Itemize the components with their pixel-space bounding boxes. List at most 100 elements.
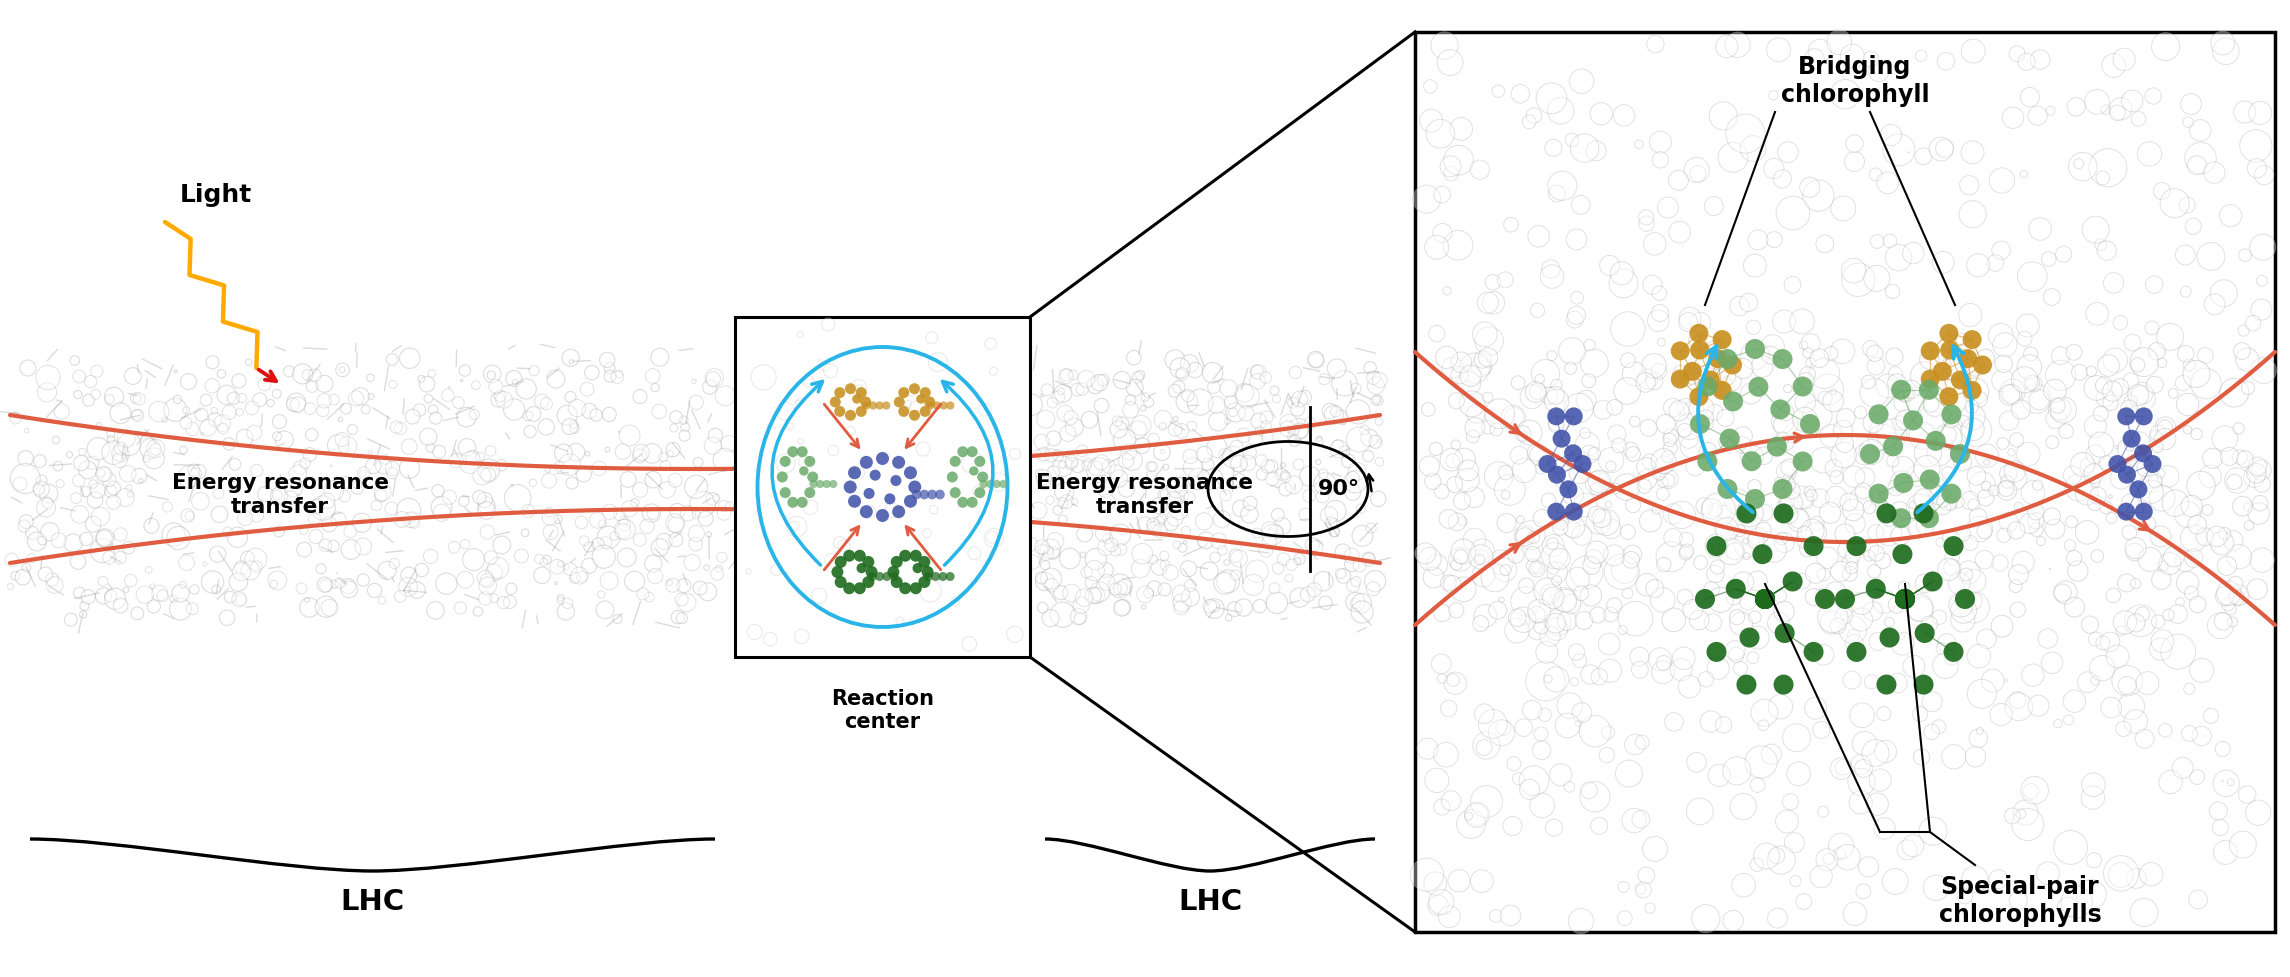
Circle shape: [650, 383, 660, 392]
Circle shape: [1262, 535, 1276, 549]
Circle shape: [987, 531, 998, 543]
Circle shape: [488, 371, 495, 379]
Circle shape: [556, 561, 563, 567]
Circle shape: [2066, 516, 2077, 528]
Circle shape: [2212, 770, 2240, 796]
Circle shape: [1438, 509, 1459, 529]
Circle shape: [2027, 513, 2045, 529]
Circle shape: [1246, 560, 1269, 582]
Circle shape: [318, 539, 332, 552]
Circle shape: [192, 492, 208, 510]
Circle shape: [1319, 373, 1330, 385]
Circle shape: [133, 393, 144, 405]
Circle shape: [108, 544, 112, 550]
Circle shape: [692, 379, 696, 383]
Circle shape: [822, 480, 831, 488]
Circle shape: [1956, 526, 1969, 541]
Circle shape: [680, 506, 696, 521]
Circle shape: [1775, 810, 1798, 832]
Circle shape: [1892, 508, 1912, 529]
Circle shape: [1555, 589, 1578, 613]
Circle shape: [978, 472, 989, 483]
Circle shape: [1924, 397, 1940, 412]
Circle shape: [1184, 540, 1186, 544]
Circle shape: [2123, 525, 2137, 540]
Circle shape: [1438, 673, 1447, 683]
Circle shape: [428, 404, 437, 414]
Circle shape: [2004, 808, 2020, 824]
Circle shape: [2109, 105, 2125, 121]
Circle shape: [316, 394, 332, 408]
Circle shape: [1541, 265, 1564, 288]
Circle shape: [1908, 520, 1926, 537]
Circle shape: [905, 401, 911, 407]
Circle shape: [373, 484, 392, 501]
Circle shape: [1008, 626, 1024, 643]
Circle shape: [311, 496, 334, 520]
Circle shape: [1805, 420, 1818, 436]
Circle shape: [1743, 254, 1766, 277]
Circle shape: [1431, 654, 1452, 674]
Circle shape: [1202, 458, 1214, 470]
Circle shape: [1974, 356, 1992, 374]
Circle shape: [73, 475, 85, 487]
Circle shape: [534, 554, 545, 564]
Circle shape: [1834, 589, 1855, 609]
Circle shape: [1701, 498, 1722, 519]
Circle shape: [472, 381, 481, 390]
Circle shape: [1452, 440, 1461, 449]
Circle shape: [859, 505, 872, 518]
Circle shape: [2185, 683, 2194, 695]
Circle shape: [1963, 418, 1983, 441]
Circle shape: [1676, 589, 1692, 605]
Circle shape: [1175, 424, 1189, 438]
Circle shape: [1472, 321, 1498, 347]
Circle shape: [408, 581, 426, 598]
Circle shape: [1058, 515, 1067, 525]
Circle shape: [1956, 371, 1967, 383]
Circle shape: [1887, 374, 1905, 393]
Circle shape: [71, 356, 80, 365]
Circle shape: [868, 572, 877, 581]
Circle shape: [103, 551, 117, 564]
Circle shape: [1924, 572, 1942, 591]
Circle shape: [2082, 786, 2105, 809]
Circle shape: [1841, 44, 1864, 68]
Circle shape: [1777, 499, 1793, 515]
Circle shape: [1328, 359, 1347, 378]
Circle shape: [25, 428, 30, 433]
Circle shape: [449, 453, 463, 468]
Circle shape: [1976, 727, 1983, 735]
Circle shape: [2029, 106, 2047, 125]
Circle shape: [1981, 669, 2004, 692]
Circle shape: [2224, 531, 2242, 550]
Circle shape: [543, 555, 552, 564]
Circle shape: [1777, 142, 1798, 162]
Circle shape: [1724, 373, 1740, 391]
Circle shape: [1429, 889, 1454, 914]
Circle shape: [1976, 629, 1997, 649]
Circle shape: [204, 562, 206, 566]
Circle shape: [2157, 359, 2166, 367]
Circle shape: [1175, 601, 1189, 615]
Circle shape: [1740, 627, 1759, 648]
Circle shape: [96, 466, 110, 482]
Circle shape: [584, 365, 600, 380]
Circle shape: [1243, 574, 1264, 595]
Circle shape: [1910, 422, 1935, 449]
Circle shape: [776, 472, 788, 483]
Circle shape: [483, 365, 502, 383]
Circle shape: [1443, 166, 1459, 181]
Circle shape: [1372, 396, 1381, 405]
Circle shape: [1420, 109, 1443, 132]
Circle shape: [1866, 578, 1885, 599]
Circle shape: [1866, 358, 1885, 375]
Circle shape: [1076, 589, 1092, 607]
Circle shape: [321, 579, 332, 592]
Circle shape: [1885, 348, 1903, 365]
Circle shape: [579, 382, 593, 396]
Circle shape: [1466, 804, 1489, 826]
Circle shape: [1775, 589, 1786, 603]
Circle shape: [1108, 524, 1131, 545]
Circle shape: [1647, 579, 1665, 598]
